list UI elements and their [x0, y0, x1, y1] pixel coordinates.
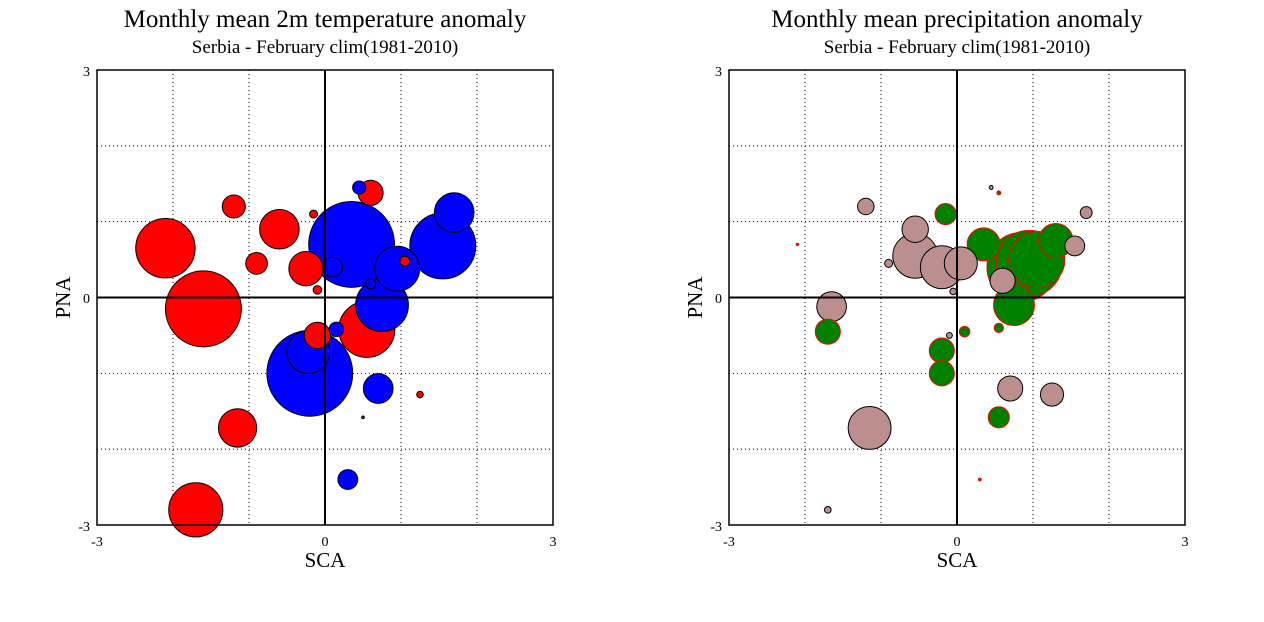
scatter-point-series-1: [433, 192, 475, 233]
chart-title: Monthly mean precipitation anomaly: [771, 6, 1143, 33]
scatter-point-series-1: [1064, 235, 1086, 257]
scatter-point-series-0: [164, 270, 242, 348]
scatter-point-series-0: [928, 337, 955, 364]
scatter-point-series-0: [361, 415, 365, 420]
scatter-point-series-0: [135, 218, 196, 279]
scatter-point-series-1: [352, 180, 367, 195]
scatter-point-series-0: [303, 321, 332, 350]
chart-title: Monthly mean 2m temperature anomaly: [124, 6, 527, 33]
scatter-point-series-1: [857, 197, 875, 216]
scatter-point-series-1: [989, 267, 1016, 294]
scatter-point-series-0: [993, 322, 1004, 333]
scatter-point-series-1: [997, 375, 1024, 402]
scatter-point-series-1: [816, 291, 847, 322]
scatter-point-series-0: [996, 190, 1002, 196]
y-tick-label-min: -3: [78, 520, 90, 535]
scatter-point-series-1: [1079, 206, 1093, 220]
scatter-point-series-1: [988, 185, 994, 191]
scatter-point-series-0: [966, 227, 1001, 262]
y-tick-label-max: 3: [83, 65, 90, 80]
scatter-point-series-0: [221, 194, 246, 219]
scatter-point-series-1: [901, 215, 929, 243]
scatter-point-series-0: [416, 390, 424, 399]
scatter-point-series-1: [884, 258, 894, 268]
scatter-point-series-1: [322, 256, 344, 278]
scatter-point-series-0: [958, 325, 971, 338]
y-tick-label-zero: 0: [715, 292, 722, 307]
y-tick-label-zero: 0: [83, 292, 90, 307]
y-tick-label-max: 3: [715, 65, 722, 80]
scatter-points: [135, 179, 477, 538]
x-tick-label-zero: 0: [322, 535, 329, 550]
scatter-point-series-1: [847, 405, 892, 450]
scatter-point-series-0: [795, 242, 800, 247]
scatter-point-series-0: [987, 406, 1010, 429]
y-axis-label: PNA: [683, 276, 707, 319]
scatter-point-series-1: [362, 373, 394, 404]
scatter-point-series-0: [928, 360, 955, 387]
x-tick-label-min: -3: [723, 535, 735, 550]
scatter-point-series-1: [949, 287, 958, 296]
scatter-point-series-1: [328, 321, 345, 338]
scatter-point-series-0: [288, 251, 324, 287]
y-axis-label: PNA: [51, 276, 75, 319]
scatter-point-series-1: [943, 246, 978, 281]
scatter-point-series-0: [399, 255, 411, 267]
temperature-anomaly-chart: Monthly mean 2m temperature anomaly Serb…: [51, 6, 557, 572]
scatter-point-series-1: [1039, 382, 1065, 407]
scatter-point-series-0: [217, 408, 258, 448]
scatter-point-series-0: [934, 203, 957, 226]
scatter-point-series-0: [309, 209, 319, 219]
x-axis-label: SCA: [305, 548, 347, 572]
scatter-points: [795, 185, 1093, 514]
y-tick-label-min: -3: [710, 520, 722, 535]
scatter-point-series-1: [337, 469, 359, 490]
chart-subtitle: Serbia - February clim(1981-2010): [824, 37, 1090, 58]
scatter-point-series-0: [259, 208, 300, 250]
scatter-point-series-0: [814, 318, 841, 345]
scatter-point-series-1: [945, 331, 953, 339]
scatter-point-series-1: [365, 278, 377, 290]
scatter-point-series-0: [245, 251, 268, 275]
chart-subtitle: Serbia - February clim(1981-2010): [192, 37, 458, 58]
scatter-point-series-0: [977, 477, 982, 482]
x-tick-label-zero: 0: [954, 535, 961, 550]
scatter-point-series-0: [312, 285, 323, 295]
scatter-point-series-1: [374, 245, 421, 292]
x-tick-label-max: 3: [550, 535, 557, 550]
scatter-point-series-0: [168, 482, 224, 538]
x-axis-label: SCA: [937, 548, 979, 572]
x-tick-label-max: 3: [1182, 535, 1189, 550]
precipitation-anomaly-chart: Monthly mean precipitation anomaly Serbi…: [683, 6, 1189, 572]
x-tick-label-min: -3: [91, 535, 103, 550]
scatter-point-series-1: [824, 506, 832, 514]
